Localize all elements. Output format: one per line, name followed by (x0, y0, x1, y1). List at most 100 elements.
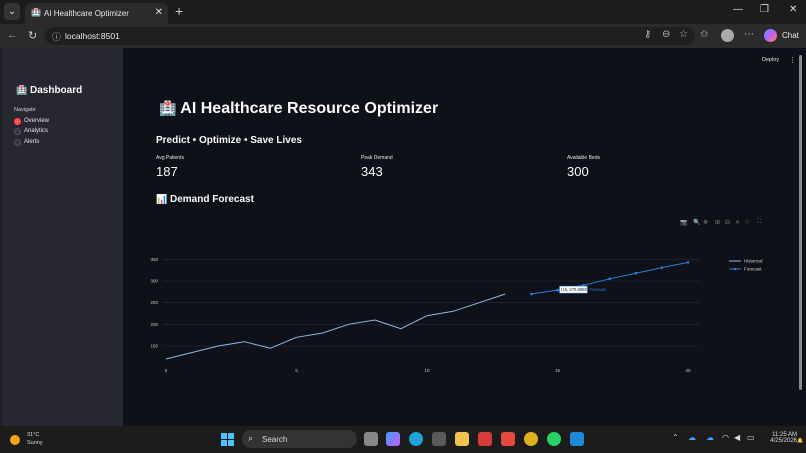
data-point (582, 284, 585, 287)
favorite-star-icon[interactable]: ☆ (679, 29, 688, 40)
metric-label-peak-demand: Peak Demand (361, 155, 393, 161)
nav-radio-label: Analytics (24, 128, 49, 134)
weather-desc: Sunny (27, 440, 43, 446)
tray-chevron-icon[interactable]: ⌃ (672, 433, 679, 442)
zoom-tool-icon[interactable]: 🔍 (693, 220, 701, 226)
radio-icon (14, 128, 21, 135)
metric-label-avg-patients: Avg Patients (156, 155, 184, 161)
profile-avatar[interactable] (721, 29, 734, 42)
data-point (660, 266, 664, 269)
section-title-text: Demand Forecast (170, 194, 254, 206)
legend-label: Forecast (744, 267, 762, 272)
zoom-in-icon[interactable]: ⊞ (715, 220, 721, 226)
tab-list-button[interactable]: ⌄ (4, 3, 20, 20)
key-icon[interactable]: ⚷ (644, 29, 652, 40)
reload-icon[interactable]: ↻ (28, 30, 38, 42)
sidebar-title-text: Dashboard (30, 85, 83, 97)
store-icon[interactable] (432, 432, 446, 446)
sun-icon (10, 435, 20, 445)
vscode-icon[interactable] (570, 432, 584, 446)
address-toolbar: ← ↻ ⓘ localhost:8501 (0, 24, 806, 48)
metric-value-available-beds: 300 (567, 164, 589, 179)
series-line-forecast (531, 261, 689, 295)
address-bar[interactable]: ⓘ localhost:8501 (45, 27, 695, 45)
x-tick-label: 0 (165, 368, 168, 373)
main-menu-icon[interactable]: ⋮ (789, 57, 796, 64)
back-icon[interactable]: ← (7, 29, 18, 41)
y-tick-label: 250 (150, 300, 158, 305)
wifi-icon[interactable]: ◠ (722, 433, 729, 442)
favorites-icon[interactable]: ✩ (700, 29, 709, 40)
y-tick-label: 350 (150, 257, 158, 262)
nav-radio-label: Overview (24, 118, 50, 124)
whatsapp-icon[interactable] (547, 432, 561, 446)
copilot-icon (764, 29, 777, 42)
clock[interactable]: 11:25 AM 4/25/2026 (762, 432, 797, 444)
hospital-icon: 🏥 (159, 100, 177, 117)
copilot-app-icon[interactable] (386, 432, 400, 446)
chat-label: Chat (782, 31, 799, 40)
metric-value-peak-demand: 343 (361, 164, 383, 179)
close-tab-icon[interactable]: ✕ (154, 7, 163, 18)
taskview-icon[interactable] (364, 432, 378, 446)
more-menu-icon[interactable]: ⋯ (744, 29, 754, 40)
nav-radio-label: Alerts (24, 139, 40, 145)
file-explorer-icon[interactable] (455, 432, 469, 446)
reset-axes-icon[interactable]: ⌂ (745, 219, 749, 225)
bar-chart-icon: 📊 (156, 194, 168, 204)
page-title: 🏥 AI Healthcare Resource Optimizer (159, 100, 438, 118)
pan-tool-icon[interactable]: ✥ (703, 220, 709, 226)
sidebar-title: 🏥 Dashboard (16, 85, 82, 96)
scrollbar[interactable] (799, 55, 802, 390)
metric-value-avg-patients: 187 (156, 164, 178, 179)
battery-icon[interactable]: ▭ (747, 433, 755, 442)
data-point (608, 277, 611, 281)
minimize-icon[interactable]: — (733, 4, 743, 15)
hover-tooltip-value: (15, 279.6859) (561, 287, 589, 292)
data-point (530, 292, 533, 296)
hover-tooltip-box (559, 285, 588, 294)
x-tick-label: 5 (295, 368, 298, 373)
legend-label: Historical (744, 259, 763, 264)
wps-icon[interactable] (478, 432, 492, 446)
tab-title: AI Healthcare Optimizer (44, 9, 129, 18)
page-favicon-icon: 🏥 (31, 8, 41, 17)
search-text: Search (262, 435, 288, 444)
zoom-out-icon[interactable]: ⊟ (725, 220, 731, 226)
autoscale-icon[interactable]: ✕ (735, 220, 741, 226)
window-close-icon[interactable]: ✕ (789, 4, 798, 15)
taskbar-search[interactable]: ⌕ Search (242, 430, 357, 448)
copilot-chat-button[interactable]: Chat (762, 28, 802, 44)
camera-icon[interactable]: 📷 (680, 220, 688, 226)
legend-marker (733, 267, 737, 271)
zoom-icon[interactable]: ⊖ (662, 29, 671, 40)
search-icon: ⌕ (248, 433, 254, 443)
section-title: 📊 Demand Forecast (156, 194, 254, 205)
browser-tab-bar: ⌄ 🏥 AI Healthcare Optimizer ✕ + — ❐ ✕ (0, 0, 806, 24)
new-tab-icon[interactable]: + (175, 3, 184, 19)
app-icon[interactable] (501, 432, 515, 446)
weather-temp: 31°C (27, 432, 40, 438)
site-info-icon[interactable]: ⓘ (52, 32, 62, 42)
chrome-icon[interactable] (524, 432, 538, 446)
browser-tab[interactable]: 🏥 AI Healthcare Optimizer ✕ (25, 3, 168, 24)
windows-start-icon[interactable] (221, 433, 234, 446)
onedrive-icon[interactable]: ☁ (688, 433, 696, 442)
deploy-button[interactable]: Deploy (762, 57, 780, 63)
x-tick-label: 20 (685, 368, 691, 373)
maximize-icon[interactable]: ❐ (760, 4, 769, 15)
fullscreen-icon[interactable]: ⛶ (757, 219, 762, 225)
data-point (556, 288, 559, 292)
sidebar: 🏥 Dashboard Navigate Overview Analytics … (3, 48, 123, 426)
series-line-historical (165, 293, 506, 360)
cloud-icon[interactable]: ☁ (706, 433, 714, 442)
x-tick-label: 10 (424, 368, 430, 373)
volume-icon[interactable]: ◀ (734, 433, 741, 442)
edge-icon[interactable] (409, 432, 423, 446)
metric-label-available-beds: Available Beds (567, 155, 600, 161)
notification-icon[interactable]: 🔔 (797, 438, 804, 444)
y-tick-label: 200 (150, 322, 158, 327)
streamlit-app: 🏥 Dashboard Navigate Overview Analytics … (3, 48, 806, 426)
x-tick-label: 15 (555, 368, 561, 373)
y-tick-label: 300 (150, 279, 158, 284)
